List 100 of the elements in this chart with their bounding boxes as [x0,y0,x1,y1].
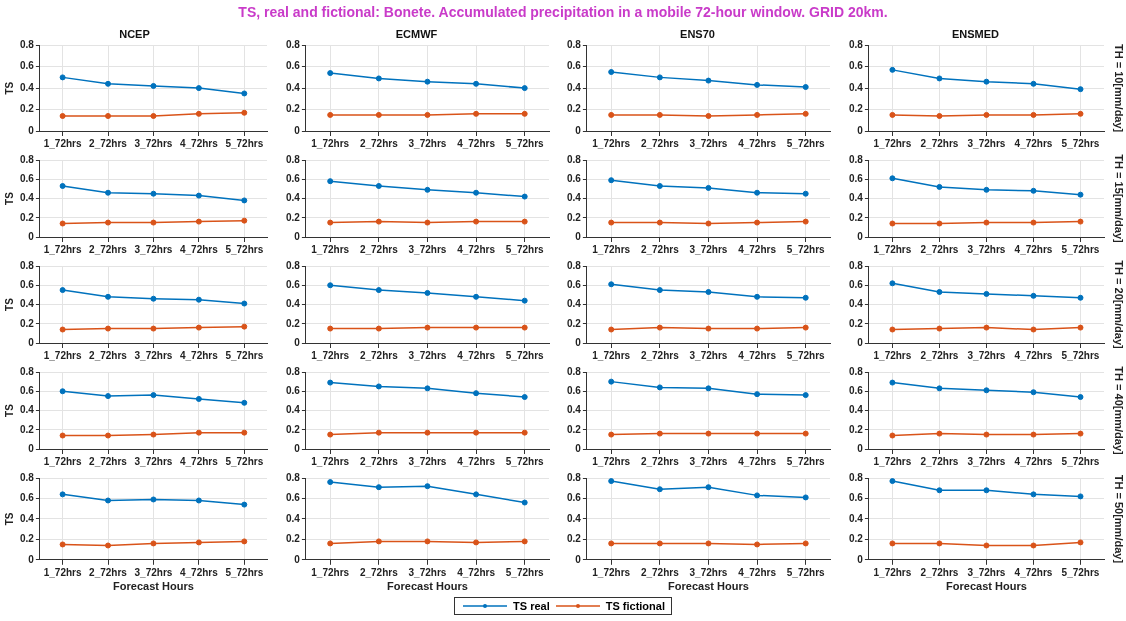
y-tick-label: 0.2 [567,423,582,435]
x-tick-label: 1_72hrs [873,137,912,149]
y-tick-label: 0.4 [285,298,300,310]
y-tick-label: 0.8 [848,153,863,165]
x-tick-label: 1_72hrs [43,455,82,467]
x-tick-label: 1_72hrs [873,566,912,578]
x-tick-label: 5_72hrs [786,455,826,467]
x-tick-label: 1_72hrs [592,566,631,578]
y-tick-label: 0.8 [567,365,582,377]
y-tick-label: 0 [28,230,35,242]
x-tick-label: 5_72hrs [1061,566,1100,578]
x-tick-label: 2_72hrs [89,137,128,149]
y-tick-label: 0.4 [285,81,300,93]
y-tick-label: 0.4 [285,512,300,524]
x-tick-label: 2_72hrs [640,566,680,578]
y-tick-label: 0.2 [20,317,35,329]
x-tick-label: 3_72hrs [689,243,728,255]
y-tick-label: 0.2 [20,103,35,115]
x-tick-label: 3_72hrs [134,455,173,467]
y-tick-label: 0.8 [848,365,863,377]
chart-title: ECMWF [395,27,438,40]
y-tick-label: 0.2 [848,103,863,115]
x-tick-label: 3_72hrs [408,455,447,467]
x-tick-label: 2_72hrs [89,455,128,467]
y-axis-title: TS [3,297,15,311]
y-tick-label: 0.2 [285,317,300,329]
x-tick-label: 5_72hrs [1061,455,1100,467]
y-tick-label: 0 [28,553,35,565]
x-tick-label: 4_72hrs [179,349,219,361]
y-tick-label: 0.8 [848,38,863,50]
x-tick-label: 5_72hrs [225,243,264,255]
legend-label: TS real [513,600,550,612]
y-tick-label: 0.6 [285,279,300,290]
x-tick-label: 2_72hrs [920,137,959,149]
x-tick-label: 3_72hrs [134,137,173,149]
x-tick-label: 1_72hrs [310,349,350,361]
y2-axis-title: TH = 40[mm/day] [1112,366,1125,455]
chart-title: ENSMED [951,27,999,40]
x-tick-label: 2_72hrs [89,243,128,255]
y-tick-label: 0.2 [20,533,35,545]
x-tick-label: 5_72hrs [505,455,544,467]
x-tick-label: 1_72hrs [43,137,82,149]
y-tick-label: 0.6 [285,492,300,504]
y-tick-label: 0 [293,230,300,242]
x-tick-label: 3_72hrs [689,349,728,361]
y-tick-label: 0.4 [848,81,863,93]
x-tick-label: 1_72hrs [873,349,912,361]
y2-axis-title: TH = 15[mm/day] [1112,154,1125,243]
y-tick-label: 0.6 [567,279,582,290]
y-tick-label: 0.4 [567,298,582,310]
y-tick-label: 0.2 [20,211,35,223]
x-tick-label: 2_72hrs [920,455,959,467]
x-tick-label: 5_72hrs [1061,349,1100,361]
y-tick-label: 0.4 [567,192,582,204]
y-tick-label: 0.8 [567,259,582,271]
x-tick-label: 5_72hrs [786,137,826,149]
y-tick-label: 0.2 [567,211,582,223]
x-tick-label: 4_72hrs [179,455,219,467]
x-tick-label: 3_72hrs [967,137,1006,149]
y2-axis-title: TH = 50[mm/day] [1112,474,1125,564]
x-tick-label: 2_72hrs [89,566,128,578]
x-tick-label: 1_72hrs [43,566,82,578]
x-tick-label: 2_72hrs [640,455,680,467]
y-tick-label: 0.6 [848,173,863,184]
y-tick-label: 0 [293,124,300,136]
y-tick-label: 0.8 [285,153,300,165]
y-tick-label: 0.8 [848,471,863,483]
x-tick-label: 1_72hrs [592,455,631,467]
x-tick-label: 5_72hrs [786,566,826,578]
x-tick-label: 1_72hrs [592,243,631,255]
x-tick-label: 4_72hrs [456,137,495,149]
x-tick-label: 2_72hrs [640,349,680,361]
x-tick-label: 2_72hrs [359,349,398,361]
y-tick-label: 0 [856,553,863,565]
x-tick-label: 4_72hrs [179,137,219,149]
x-axis-title: Forecast Hours [945,580,1027,593]
y-tick-label: 0.2 [285,423,300,435]
y-tick-label: 0.4 [20,81,35,93]
y2-axis-title: TH = 10[mm/day] [1112,43,1125,133]
x-tick-label: 4_72hrs [738,137,777,149]
x-tick-label: 4_72hrs [1014,455,1053,467]
y-tick-label: 0.4 [848,298,863,310]
x-tick-label: 1_72hrs [592,137,631,149]
x-tick-label: 1_72hrs [310,566,350,578]
x-tick-label: 1_72hrs [310,455,350,467]
x-tick-label: 4_72hrs [1014,349,1053,361]
y-tick-label: 0.8 [20,38,35,50]
x-tick-label: 5_72hrs [786,349,826,361]
x-tick-label: 1_72hrs [43,349,82,361]
y-tick-label: 0.4 [848,512,863,524]
x-tick-label: 3_72hrs [134,566,173,578]
x-tick-label: 4_72hrs [456,566,495,578]
x-axis-title: Forecast Hours [668,580,749,593]
y-tick-label: 0.8 [285,365,300,377]
y-tick-label: 0.4 [567,81,582,93]
x-tick-label: 3_72hrs [689,566,728,578]
y-tick-label: 0 [575,230,582,242]
x-tick-label: 2_72hrs [359,455,398,467]
y-tick-label: 0.2 [567,533,582,545]
x-tick-label: 1_72hrs [873,455,912,467]
